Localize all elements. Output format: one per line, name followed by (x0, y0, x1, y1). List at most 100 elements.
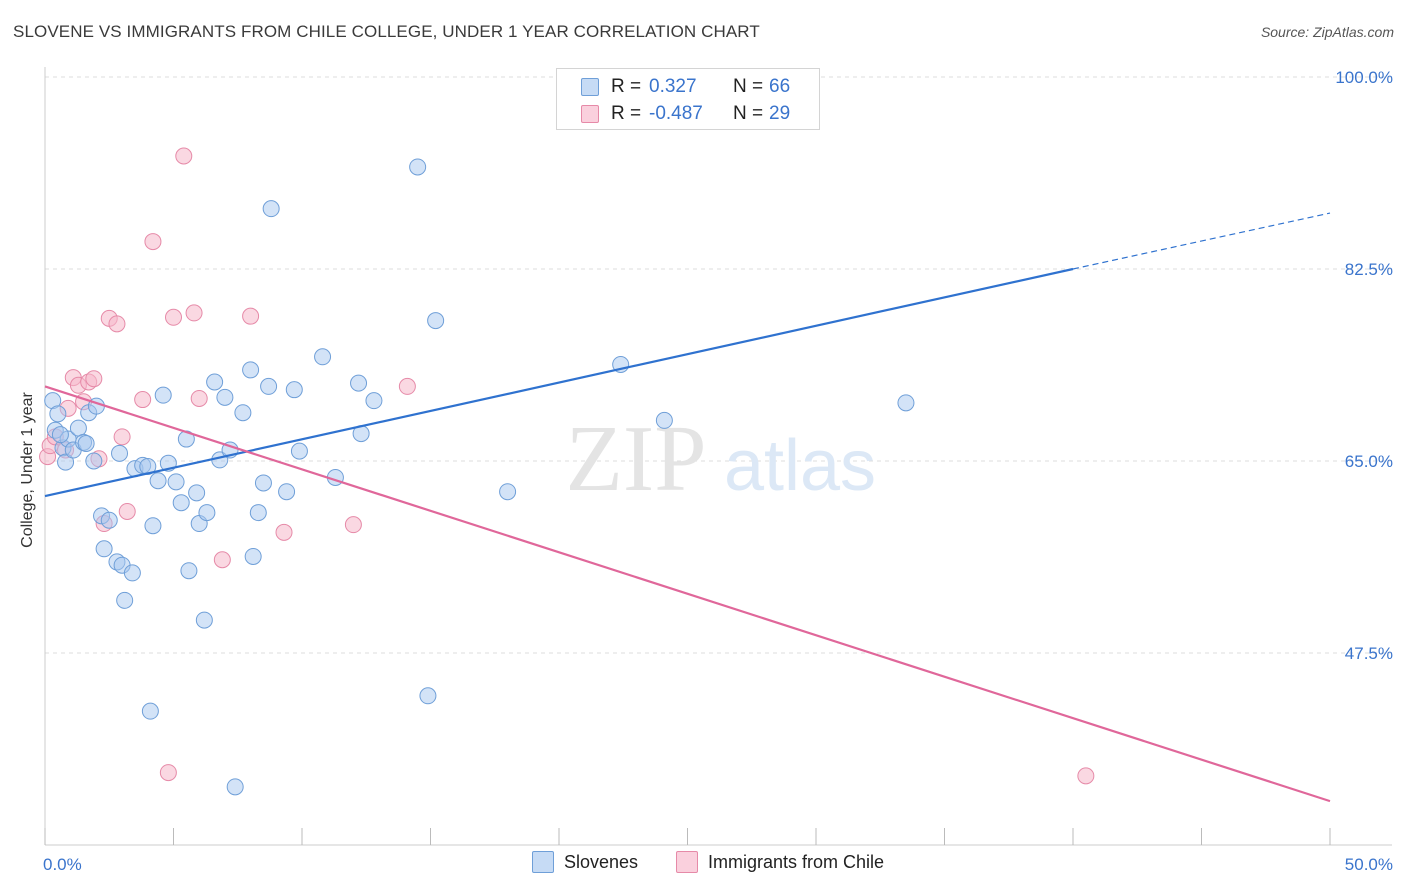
data-point-chile (344, 516, 362, 534)
data-point-chile (175, 147, 193, 165)
n-value-chile: 29 (769, 103, 791, 124)
y-tick-label: 100.0% (1335, 68, 1393, 87)
data-point-slovenes (216, 388, 234, 406)
x-tick-label: 0.0% (43, 855, 82, 874)
n-value-slovenes: 66 (769, 76, 791, 97)
legend-row-slovenes: R = 0.327 N = 66 (581, 75, 790, 99)
data-point-slovenes (49, 405, 67, 423)
swatch-chile-bottom (676, 851, 698, 873)
data-point-slovenes (116, 591, 134, 609)
data-point-slovenes (95, 540, 113, 558)
data-point-slovenes (51, 426, 69, 444)
y-tick-label: 47.5% (1345, 644, 1393, 663)
data-point-slovenes (149, 472, 167, 490)
series-slovenes-points (44, 68, 915, 796)
trend-lines (44, 212, 1331, 803)
data-point-slovenes (100, 511, 118, 529)
data-point-chile (134, 391, 152, 409)
data-point-chile (144, 233, 162, 251)
data-point-chile (213, 551, 231, 569)
legend-label-slovenes: Slovenes (564, 851, 639, 872)
data-point-chile (242, 307, 260, 325)
trend-line-slovenes-extension (1072, 212, 1331, 270)
watermark-atlas: atlas (724, 426, 876, 506)
data-point-slovenes (167, 473, 185, 491)
chart-title: SLOVENE VS IMMIGRANTS FROM CHILE COLLEGE… (13, 22, 760, 41)
data-point-slovenes (427, 312, 445, 330)
tick-labels: 47.5% 65.0% 82.5% 100.0% 0.0% 50.0% (43, 68, 1393, 874)
data-point-chile (159, 764, 177, 782)
swatch-chile (581, 105, 599, 123)
data-point-slovenes (419, 687, 437, 705)
r-label: R = (611, 103, 642, 124)
data-point-slovenes (234, 404, 252, 422)
x-tick-label: 50.0% (1345, 855, 1393, 874)
series-chile-points (39, 147, 1095, 785)
data-point-slovenes (195, 611, 213, 629)
data-point-slovenes (897, 394, 915, 412)
r-value-chile: -0.487 (649, 103, 703, 124)
legend-row-chile: R = -0.487 N = 29 (581, 102, 790, 126)
data-point-slovenes (290, 442, 308, 460)
grid (45, 76, 1392, 654)
data-point-chile (108, 315, 126, 333)
data-point-slovenes (85, 452, 103, 470)
data-point-slovenes (655, 411, 673, 429)
data-point-slovenes (260, 377, 278, 395)
correlation-legend: R = 0.327 N = 66 R = -0.487 N = 29 (556, 68, 820, 130)
y-tick-label: 82.5% (1345, 260, 1393, 279)
data-point-slovenes (242, 361, 260, 379)
data-point-chile (190, 389, 208, 407)
trend-line-chile (44, 385, 1331, 803)
watermark-zip: ZIP (566, 407, 707, 511)
swatch-slovenes-bottom (532, 851, 554, 873)
data-point-slovenes (77, 434, 95, 452)
data-point-chile (118, 502, 136, 520)
n-label: N = (733, 76, 764, 97)
data-point-slovenes (262, 200, 280, 218)
data-point-slovenes (244, 547, 262, 565)
data-point-slovenes (172, 494, 190, 512)
data-point-chile (113, 428, 131, 446)
data-point-slovenes (180, 562, 198, 580)
trend-line-slovenes (44, 267, 1074, 498)
data-point-chile (165, 308, 182, 326)
axes (44, 67, 1392, 846)
swatch-slovenes (581, 78, 599, 96)
data-point-slovenes (249, 504, 267, 522)
data-point-slovenes (144, 517, 162, 535)
data-point-slovenes (285, 381, 303, 399)
data-point-slovenes (123, 564, 141, 582)
legend-label-chile: Immigrants from Chile (708, 851, 885, 872)
data-point-chile (185, 304, 203, 322)
n-label: N = (733, 103, 764, 124)
data-point-slovenes (226, 778, 244, 796)
data-point-slovenes (278, 483, 296, 501)
legend-item-chile: Immigrants from Chile (676, 851, 884, 873)
r-value-slovenes: 0.327 (649, 76, 697, 97)
data-point-chile (1077, 767, 1095, 785)
data-point-slovenes (499, 483, 517, 501)
r-label: R = (611, 76, 642, 97)
data-point-slovenes (154, 386, 172, 404)
data-point-slovenes (409, 158, 427, 176)
data-point-slovenes (57, 453, 75, 471)
data-point-chile (398, 377, 416, 395)
data-point-slovenes (314, 348, 332, 366)
y-tick-label: 65.0% (1345, 452, 1393, 471)
data-point-chile (85, 370, 103, 388)
data-point-slovenes (365, 392, 383, 410)
data-point-slovenes (188, 484, 206, 502)
data-point-slovenes (198, 504, 216, 522)
legend-item-slovenes: Slovenes (532, 851, 638, 873)
data-point-slovenes (206, 373, 224, 391)
data-point-slovenes (69, 419, 87, 437)
data-point-slovenes (350, 374, 368, 392)
source-label: Source: ZipAtlas.com (1260, 24, 1394, 40)
watermark: ZIP atlas (566, 407, 877, 511)
data-point-slovenes (254, 474, 272, 492)
data-point-slovenes (141, 702, 159, 720)
data-point-chile (275, 523, 293, 541)
data-point-slovenes (111, 444, 129, 462)
